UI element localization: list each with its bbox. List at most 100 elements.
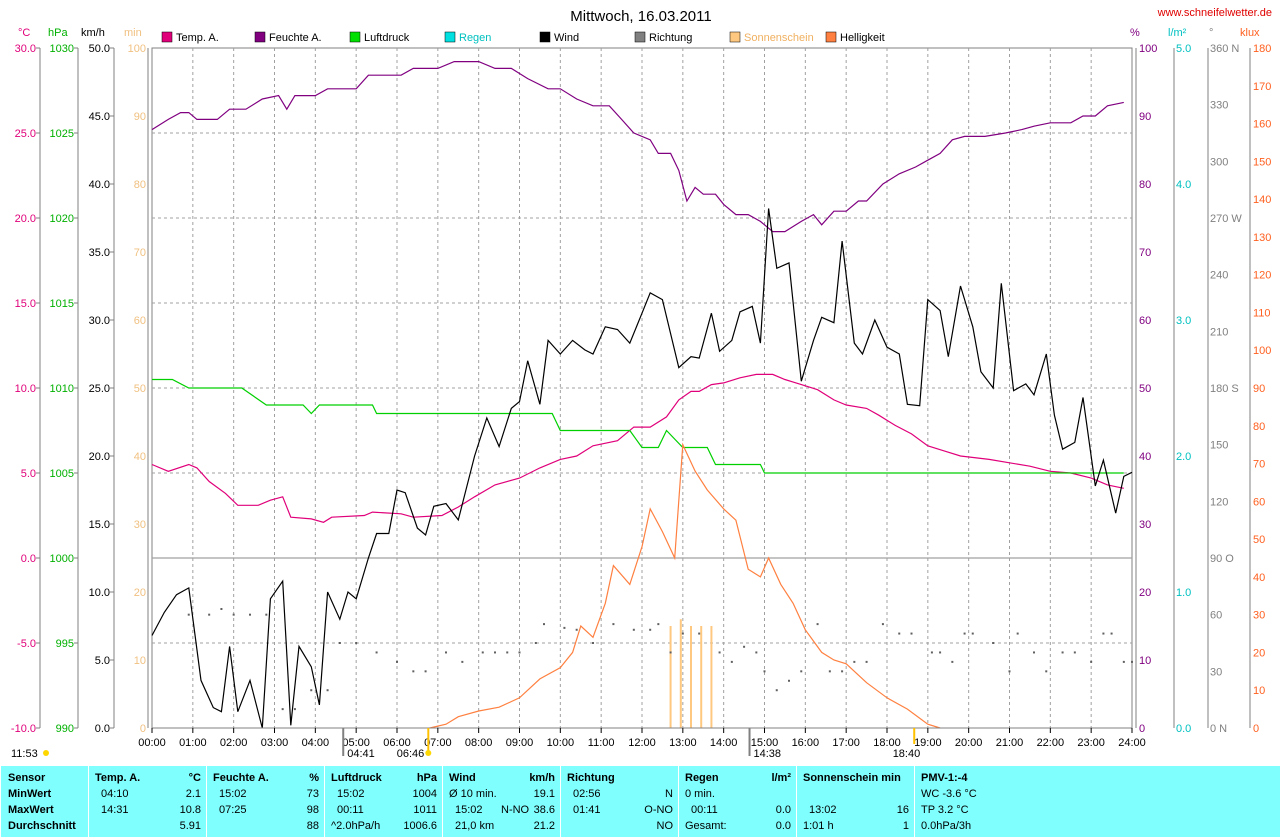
lux-tick-label: 10: [1253, 685, 1265, 697]
lux-tick-label: 60: [1253, 496, 1265, 508]
axis-unit-label: hPa: [48, 27, 68, 39]
direction-point: [1090, 660, 1093, 663]
lux-tick-label: 130: [1253, 232, 1271, 244]
x-tick-label: 16:00: [792, 737, 820, 749]
stats-wind-max-direction: N-NO: [501, 804, 530, 816]
stats-sensor-column: Sensor MinWert MaxWert Durchschnitt: [0, 766, 89, 837]
stats-direction-min-time: 02:56: [573, 788, 601, 800]
wind-tick-label: 0.0: [95, 723, 110, 735]
humidity-tick-label: 90: [1139, 111, 1151, 123]
direction-point: [681, 632, 684, 635]
direction-point: [657, 623, 660, 626]
direction-point: [461, 660, 464, 663]
x-tick-label: 02:00: [220, 737, 248, 749]
temp-tick-label: 30.0: [15, 43, 36, 55]
axes: 30.025.020.015.010.05.00.0-5.0-10.010301…: [11, 43, 1271, 735]
legend-label: Feuchte A.: [269, 32, 322, 44]
direction-point: [1061, 651, 1064, 654]
stats-direction-avg-value: NO: [656, 820, 674, 832]
stats-sun-column: Sonnenschein min 13:02 16 1:01 h 1: [796, 766, 915, 837]
humidity-tick-label: 60: [1139, 315, 1151, 327]
stats-pressure-avg-value: 1006.6: [403, 820, 437, 832]
legend-label: Wind: [554, 32, 579, 44]
lux-tick-label: 150: [1253, 156, 1271, 168]
direction-point: [396, 660, 398, 663]
wind-tick-label: 30.0: [89, 315, 110, 327]
sun-tick-label: 20: [134, 587, 146, 599]
stats-pmv-column: PMV-1:-4 WC -3.6 °C TP 3.2 °C 0.0hPa/3h: [914, 766, 1280, 837]
stats-pressure-change: 0.0hPa/3h: [921, 820, 972, 832]
sun-tick-label: 30: [134, 519, 146, 531]
wind-tick-label: 15.0: [89, 519, 110, 531]
stats-humidity-column: Feuchte A. % 15:02 73 07:25 98 88: [206, 766, 325, 837]
humidity-tick-label: 10: [1139, 655, 1151, 667]
stats-rain-unit: l/m²: [771, 772, 791, 784]
stats-temp-unit: °C: [188, 772, 201, 784]
legend-swatch: [825, 31, 837, 43]
stats-wind-distance: 21,0 km: [455, 820, 495, 832]
stats-pressure-max-time: 00:11: [337, 804, 364, 816]
stats-sun-header: Sonnenschein min: [803, 772, 901, 784]
direction-point: [494, 651, 496, 654]
stats-rain-duration: 0 min.: [685, 788, 715, 800]
direction-point: [930, 651, 933, 654]
stats-rain-max-value: 0.0: [775, 804, 791, 816]
direction-point: [249, 613, 251, 616]
site-url[interactable]: www.schneifelwetter.de: [1157, 7, 1272, 19]
stats-pressure-min-time: 15:02: [337, 788, 365, 800]
stats-wind-max-time: 15:02: [455, 804, 483, 816]
legend-label: Regen: [459, 32, 491, 44]
stats-direction-column: Richtung 02:56 N 01:41 O-NO NO: [560, 766, 679, 837]
direction-point: [963, 632, 966, 635]
direction-point: [669, 651, 672, 654]
rain-tick-label: 4.0: [1176, 179, 1191, 191]
direction-point: [763, 670, 766, 673]
x-tick-label: 01:00: [179, 737, 207, 749]
direction-point: [800, 670, 803, 673]
direction-point: [293, 708, 296, 711]
direction-point: [424, 670, 427, 673]
legend-swatch: [254, 31, 266, 43]
legend: Temp. A. Feuchte A. Luftdruck Regen Wind Rich…: [161, 31, 885, 44]
x-tick-label: 03:00: [261, 737, 289, 749]
stats-temp-max-time: 14:31: [101, 804, 129, 816]
lux-tick-label: 80: [1253, 421, 1265, 433]
direction-point: [971, 632, 974, 635]
direction-point: [506, 651, 509, 654]
direction-point: [518, 651, 521, 654]
direction-point: [865, 660, 868, 663]
stats-min-label: MinWert: [8, 788, 52, 800]
x-tick-label: 15:00: [751, 737, 779, 749]
humidity-tick-label: 20: [1139, 587, 1151, 599]
rain-tick-label: 5.0: [1176, 43, 1191, 55]
direction-point: [730, 660, 733, 663]
stats-panel: Sensor MinWert MaxWert Durchschnitt Temp…: [0, 766, 1280, 837]
stats-avg-label: Durchschnitt: [8, 820, 76, 832]
stats-rain-max-time: 00:11: [691, 804, 718, 816]
axis-unit-label: l/m²: [1168, 27, 1187, 39]
stats-sensor-header: Sensor: [8, 772, 46, 784]
stats-humidity-header: Feuchte A.: [213, 772, 269, 784]
direction-point: [355, 642, 358, 644]
direction-point: [612, 623, 615, 626]
direction-point: [481, 651, 484, 654]
direction-point: [375, 651, 378, 654]
direction-point: [1102, 632, 1105, 635]
pressure-tick-label: 1020: [50, 213, 74, 225]
series-line-feuchte-a: [151, 61, 1124, 233]
lux-tick-label: 20: [1253, 647, 1265, 659]
lux-tick-label: 70: [1253, 459, 1265, 471]
stats-rain-column: Regen l/m² 0 min. 00:11 0.0 Gesamt: 0.0: [678, 766, 797, 837]
direction-point: [1131, 660, 1133, 663]
pressure-tick-label: 995: [56, 638, 74, 650]
stats-sun-total-hours: 1:01 h: [803, 820, 834, 832]
temp-tick-label: 25.0: [15, 128, 36, 140]
x-tick-label: 14:00: [710, 737, 738, 749]
x-tick-label: 22:00: [1037, 737, 1065, 749]
direction-tick-label: 90 O: [1210, 553, 1234, 565]
x-tick-label: 09:00: [506, 737, 534, 749]
stats-pressure-unit: hPa: [416, 772, 437, 784]
direction-point: [310, 689, 313, 692]
humidity-tick-label: 0: [1139, 723, 1145, 735]
direction-point: [1016, 632, 1019, 635]
